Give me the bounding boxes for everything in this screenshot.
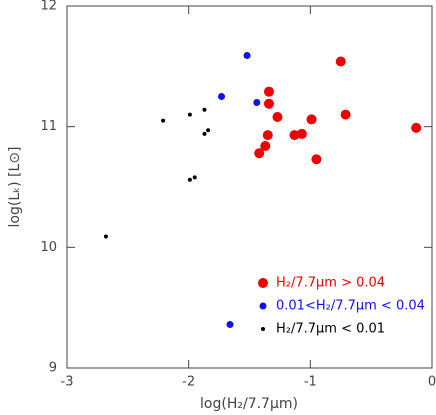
- x-tick-label: -2: [182, 375, 195, 390]
- point: [272, 112, 283, 123]
- point: [202, 107, 207, 112]
- y-tick-label: 12: [40, 0, 57, 14]
- point: [243, 51, 251, 59]
- y-tick-label: 10: [40, 240, 57, 255]
- point: [262, 130, 273, 141]
- x-tick-label: -3: [61, 375, 74, 390]
- plot-frame: [66, 5, 433, 369]
- legend-marker: [259, 302, 267, 310]
- point: [260, 140, 271, 151]
- y-tick-label: 11: [40, 119, 57, 134]
- point: [253, 99, 261, 107]
- legend-marker: [261, 327, 265, 331]
- point: [206, 128, 211, 133]
- point: [187, 177, 192, 182]
- x-axis-label: log(H₂/7.7μm): [200, 396, 298, 412]
- point: [340, 109, 351, 120]
- point: [311, 154, 322, 165]
- point: [226, 321, 234, 329]
- point: [296, 128, 307, 139]
- legend-marker: [258, 278, 268, 288]
- x-tick-label: 0: [428, 375, 436, 390]
- x-tick-label: -1: [304, 375, 317, 390]
- point: [218, 93, 226, 100]
- legend-label: H₂/7.7μm < 0.01: [276, 322, 385, 337]
- legend-label: 0.01<H₂/7.7μm < 0.04: [276, 299, 425, 314]
- y-axis-label: log(Lₖ) [L⊙]: [7, 147, 23, 228]
- point: [103, 234, 108, 239]
- point: [306, 114, 317, 125]
- point: [411, 122, 422, 133]
- y-tick-label: 9: [49, 361, 57, 376]
- point: [335, 56, 346, 67]
- point: [161, 118, 166, 123]
- point: [254, 148, 265, 159]
- point: [263, 86, 274, 97]
- point: [263, 98, 274, 109]
- point: [192, 175, 197, 180]
- legend-label: H₂/7.7μm > 0.04: [276, 276, 385, 291]
- point: [187, 112, 192, 117]
- point: [202, 131, 207, 136]
